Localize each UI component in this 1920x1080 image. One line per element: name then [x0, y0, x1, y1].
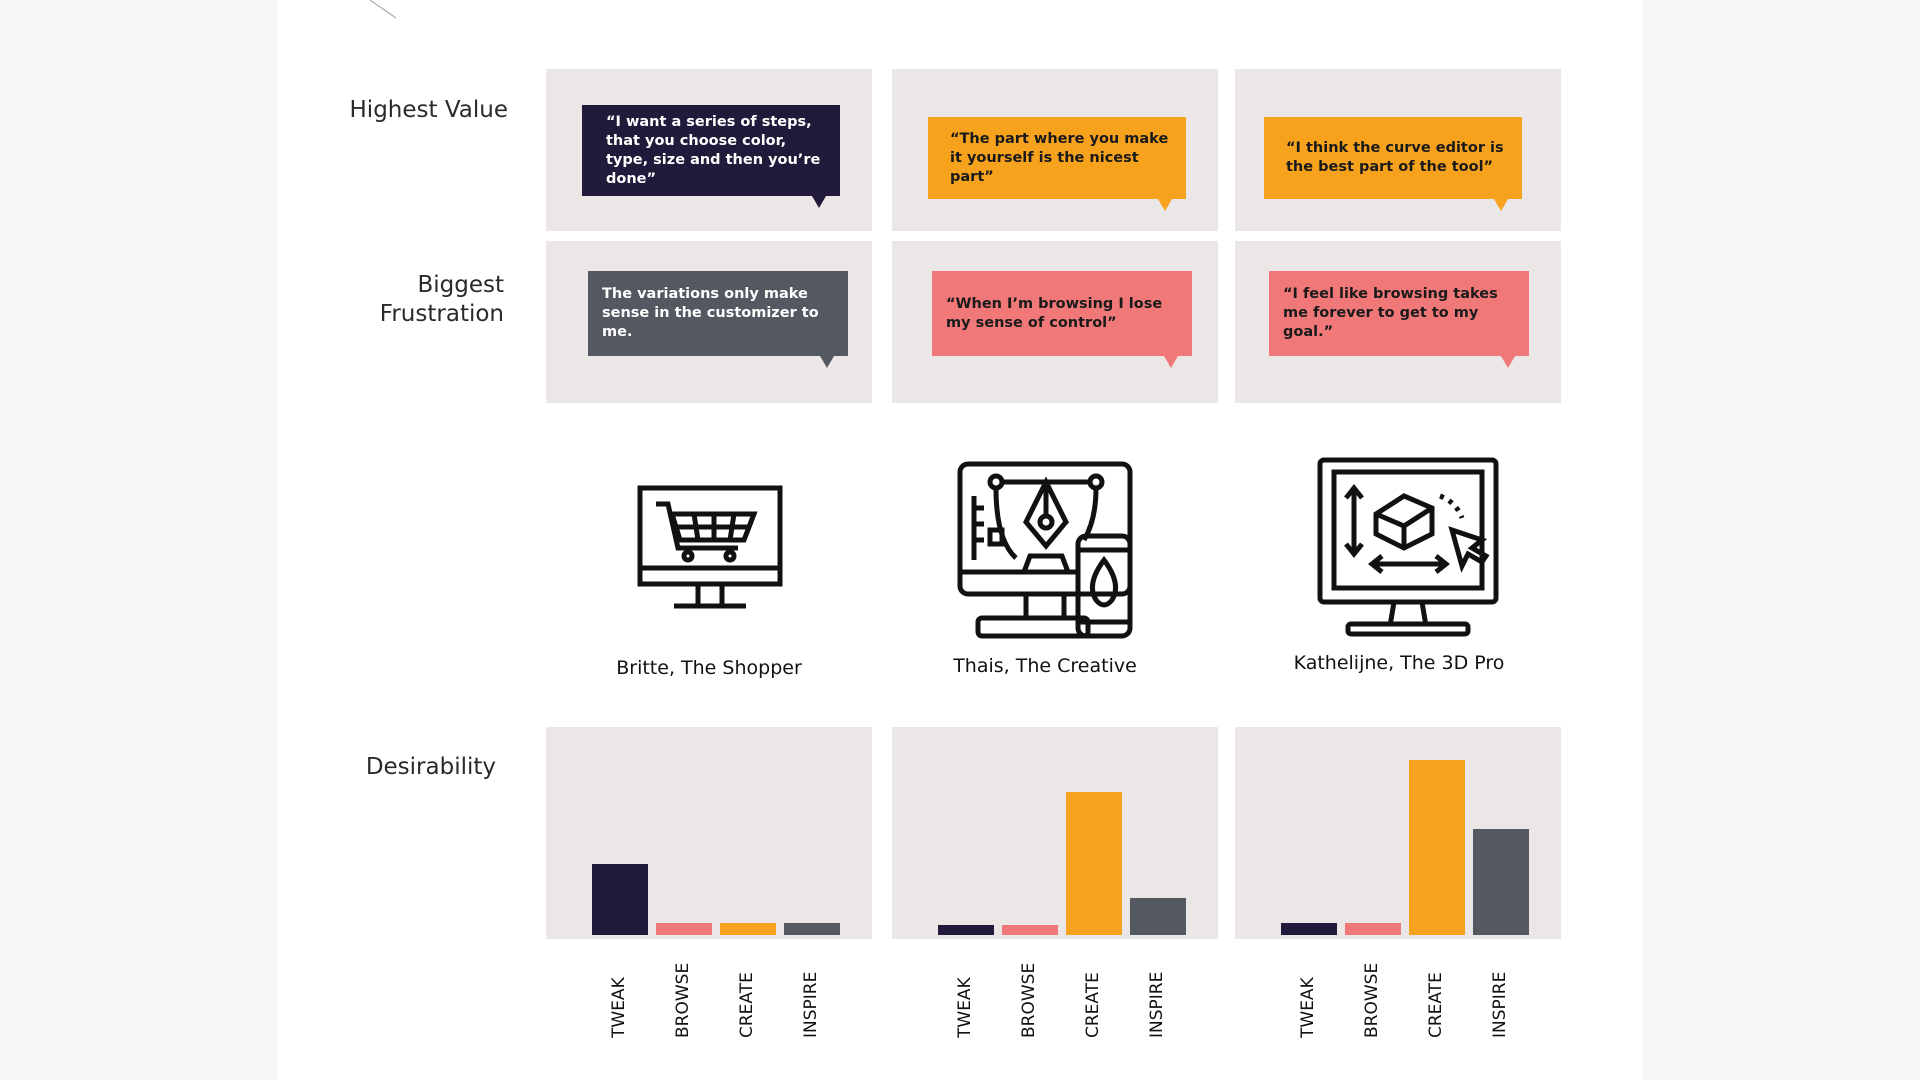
bar-tweak-chart-2: [938, 924, 994, 935]
value-quote-bubble-3: “I think the curve editor is the best pa…: [1264, 117, 1522, 211]
tick-label-browse-chart-1: BROWSE: [673, 962, 693, 1038]
bar-inspire-chart-1: [784, 922, 840, 935]
pen-tool-design-monitor-icon: [957, 461, 1133, 639]
value-quote-bubble-1: “I want a series of steps, that you choo…: [582, 105, 840, 208]
bar-create-chart-2: [1066, 792, 1122, 935]
frustration-quote-bubble-1: The variations only make sense in the cu…: [588, 271, 848, 368]
tick-label-browse-chart-2: BROWSE: [1019, 962, 1039, 1038]
speech-tail-icon: [1164, 356, 1178, 368]
row-label-biggest-line1: Biggest: [417, 272, 504, 298]
frustration-quote-bubble-3: “I feel like browsing takes me forever t…: [1269, 271, 1529, 368]
tick-label-create-chart-1: CREATE: [737, 972, 757, 1038]
persona-name-1: Britte, The Shopper: [616, 657, 802, 679]
corner-line-decoration: [370, 0, 397, 19]
speech-tail-icon: [1158, 199, 1172, 211]
bar-tweak-chart-3: [1281, 922, 1337, 935]
3d-modeling-monitor-icon: [1317, 457, 1499, 637]
persona-name-2: Thais, The Creative: [953, 655, 1137, 677]
row-label-frustration-line2: Frustration: [379, 301, 504, 327]
tick-label-inspire-chart-1: INSPIRE: [801, 971, 821, 1038]
shopping-cart-monitor-icon: [637, 485, 783, 609]
bar-create-chart-1: [720, 922, 776, 935]
row-label-desirability: Desirability: [365, 754, 496, 780]
frustration-quote-bubble-2: “When I’m browsing I lose my sense of co…: [932, 271, 1192, 368]
bar-browse-chart-1: [656, 922, 712, 935]
frustration-quote-text-3: “I feel like browsing takes me forever t…: [1283, 286, 1498, 340]
bar-inspire-chart-2: [1130, 898, 1186, 935]
bar-browse-chart-2: [1002, 924, 1058, 935]
value-quote-text-1: “I want a series of steps, that you choo…: [606, 113, 821, 187]
frustration-quote-text-2: “When I’m browsing I lose my sense of co…: [946, 295, 1163, 331]
persona-name-3: Kathelijne, The 3D Pro: [1293, 652, 1505, 674]
tick-label-create-chart-2: CREATE: [1083, 972, 1103, 1038]
tick-label-tweak-chart-2: TWEAK: [955, 977, 975, 1038]
bar-inspire-chart-3: [1473, 828, 1529, 935]
speech-tail-icon: [1501, 356, 1515, 368]
tick-label-tweak-chart-3: TWEAK: [1298, 977, 1318, 1038]
bar-tweak-chart-1: [592, 863, 648, 935]
value-quote-bubble-2: “The part where you make it yourself is …: [928, 117, 1186, 211]
value-quote-text-3: “I think the curve editor is the best pa…: [1286, 140, 1504, 175]
tick-label-create-chart-3: CREATE: [1426, 972, 1446, 1038]
speech-tail-icon: [812, 196, 826, 208]
bar-create-chart-3: [1409, 759, 1465, 935]
bar-browse-chart-3: [1345, 922, 1401, 935]
row-label-biggest-frustration: Biggest Frustration: [330, 271, 504, 329]
tick-label-inspire-chart-2: INSPIRE: [1147, 971, 1167, 1038]
speech-tail-icon: [1494, 199, 1508, 211]
tick-label-inspire-chart-3: INSPIRE: [1490, 971, 1510, 1038]
row-label-highest-value: Highest Value: [349, 97, 508, 123]
value-quote-text-2: “The part where you make it yourself is …: [950, 130, 1169, 185]
tick-label-browse-chart-3: BROWSE: [1362, 962, 1382, 1038]
tick-label-tweak-chart-1: TWEAK: [609, 977, 629, 1038]
frustration-quote-text-1: The variations only make sense in the cu…: [602, 286, 819, 340]
speech-tail-icon: [820, 356, 834, 368]
